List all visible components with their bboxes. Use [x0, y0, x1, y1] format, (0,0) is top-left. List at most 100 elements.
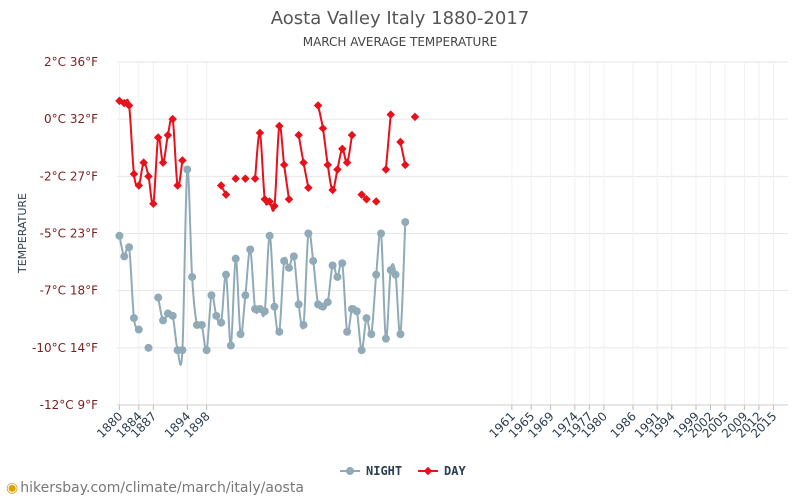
data-point: [328, 261, 337, 270]
data-point: [362, 194, 371, 204]
grid: [117, 61, 788, 410]
data-point: [279, 160, 289, 170]
data-point: [173, 181, 182, 190]
data-point: [226, 341, 235, 350]
data-point: [304, 183, 313, 193]
data-point: [255, 128, 265, 138]
data-point: [396, 137, 405, 147]
data-point: [333, 272, 342, 281]
y-tick-label: 0°C 32°F: [44, 112, 98, 126]
data-point: [260, 307, 269, 316]
series-line: [384, 114, 392, 170]
data-point: [401, 160, 410, 170]
data-point: [410, 112, 420, 122]
data-point: [231, 174, 240, 183]
data-point: [178, 156, 187, 165]
data-point: [294, 300, 303, 309]
data-point: [163, 130, 173, 140]
data-point: [323, 298, 332, 307]
data-point: [347, 130, 357, 140]
data-point: [396, 330, 405, 339]
data-point: [153, 133, 163, 142]
data-point: [212, 311, 221, 320]
data-point: [265, 197, 274, 206]
data-point: [381, 165, 391, 174]
data-point: [124, 101, 134, 110]
data-point: [241, 291, 250, 300]
y-tick-label: -5°C 23°F: [40, 227, 98, 241]
data-point: [299, 158, 308, 167]
data-point: [318, 124, 328, 133]
location-pin-icon: ◉: [6, 480, 19, 496]
legend-label: DAY: [444, 464, 466, 478]
data-point: [154, 293, 163, 302]
series-night: [115, 165, 410, 366]
data-point: [338, 259, 347, 268]
data-point: [129, 314, 138, 323]
series-day: [115, 96, 420, 212]
data-point: [401, 218, 410, 227]
data-point: [120, 252, 129, 261]
data-point: [134, 325, 143, 334]
y-tick-labels: 2°C 36°F 0°C 32°F -2°C 27°F -5°C 23°F -7°C 1…: [32, 55, 98, 412]
data-point: [304, 229, 313, 238]
data-point: [241, 174, 250, 183]
data-point: [343, 327, 352, 336]
data-point: [222, 270, 231, 279]
data-point: [275, 327, 284, 336]
data-point: [357, 346, 366, 355]
data-point: [284, 194, 294, 204]
data-point: [299, 320, 308, 329]
data-point: [159, 316, 168, 325]
data-point: [129, 169, 139, 179]
data-point: [391, 270, 400, 279]
data-point: [207, 291, 216, 300]
y-axis-label: TEMPERATURE: [16, 193, 29, 274]
data-point: [367, 330, 376, 339]
watermark-text: hikersbay.com/climate/march/italy/aosta: [20, 480, 304, 496]
data-point: [309, 256, 318, 265]
data-point: [313, 101, 323, 110]
data-point: [115, 231, 124, 240]
data-point: [270, 201, 279, 211]
data-point: [371, 197, 381, 206]
data-point: [377, 229, 386, 238]
data-point: [134, 181, 144, 190]
data-point: [284, 263, 293, 272]
data-point: [323, 160, 332, 170]
legend-marker: [423, 466, 433, 476]
chart-title: Aosta Valley Italy 1880-2017: [271, 8, 529, 29]
data-point: [265, 231, 274, 240]
data-point: [149, 199, 158, 209]
y-tick-label: -10°C 14°F: [32, 341, 98, 355]
series-line: [317, 105, 353, 192]
data-point: [168, 311, 177, 320]
chart-subtitle: MARCH AVERAGE TEMPERATURE: [303, 35, 498, 49]
y-tick-label: -12°C 9°F: [40, 398, 98, 412]
y-tick-label: -2°C 27°F: [40, 169, 98, 183]
x-tick-label: 1986: [608, 409, 639, 440]
data-point: [328, 185, 337, 195]
data-point: [236, 330, 245, 339]
legend-marker: [346, 467, 354, 475]
data-point: [125, 243, 134, 252]
watermark[interactable]: ◉ hikersbay.com/climate/march/italy/aosta: [6, 480, 304, 496]
y-tick-label: 2°C 36°F: [44, 55, 98, 69]
data-point: [197, 320, 206, 329]
data-point: [216, 181, 226, 190]
data-point: [217, 318, 226, 327]
data-point: [294, 130, 303, 140]
data-point: [231, 254, 240, 263]
data-point: [168, 114, 177, 124]
data-point: [275, 121, 284, 131]
data-point: [386, 110, 395, 119]
data-point: [188, 272, 197, 281]
data-point: [250, 174, 260, 183]
legend-label: NIGHT: [366, 464, 402, 478]
data-point: [270, 302, 279, 311]
legend[interactable]: NIGHT DAY: [340, 464, 466, 478]
series: [115, 96, 420, 366]
data-point: [158, 158, 168, 167]
